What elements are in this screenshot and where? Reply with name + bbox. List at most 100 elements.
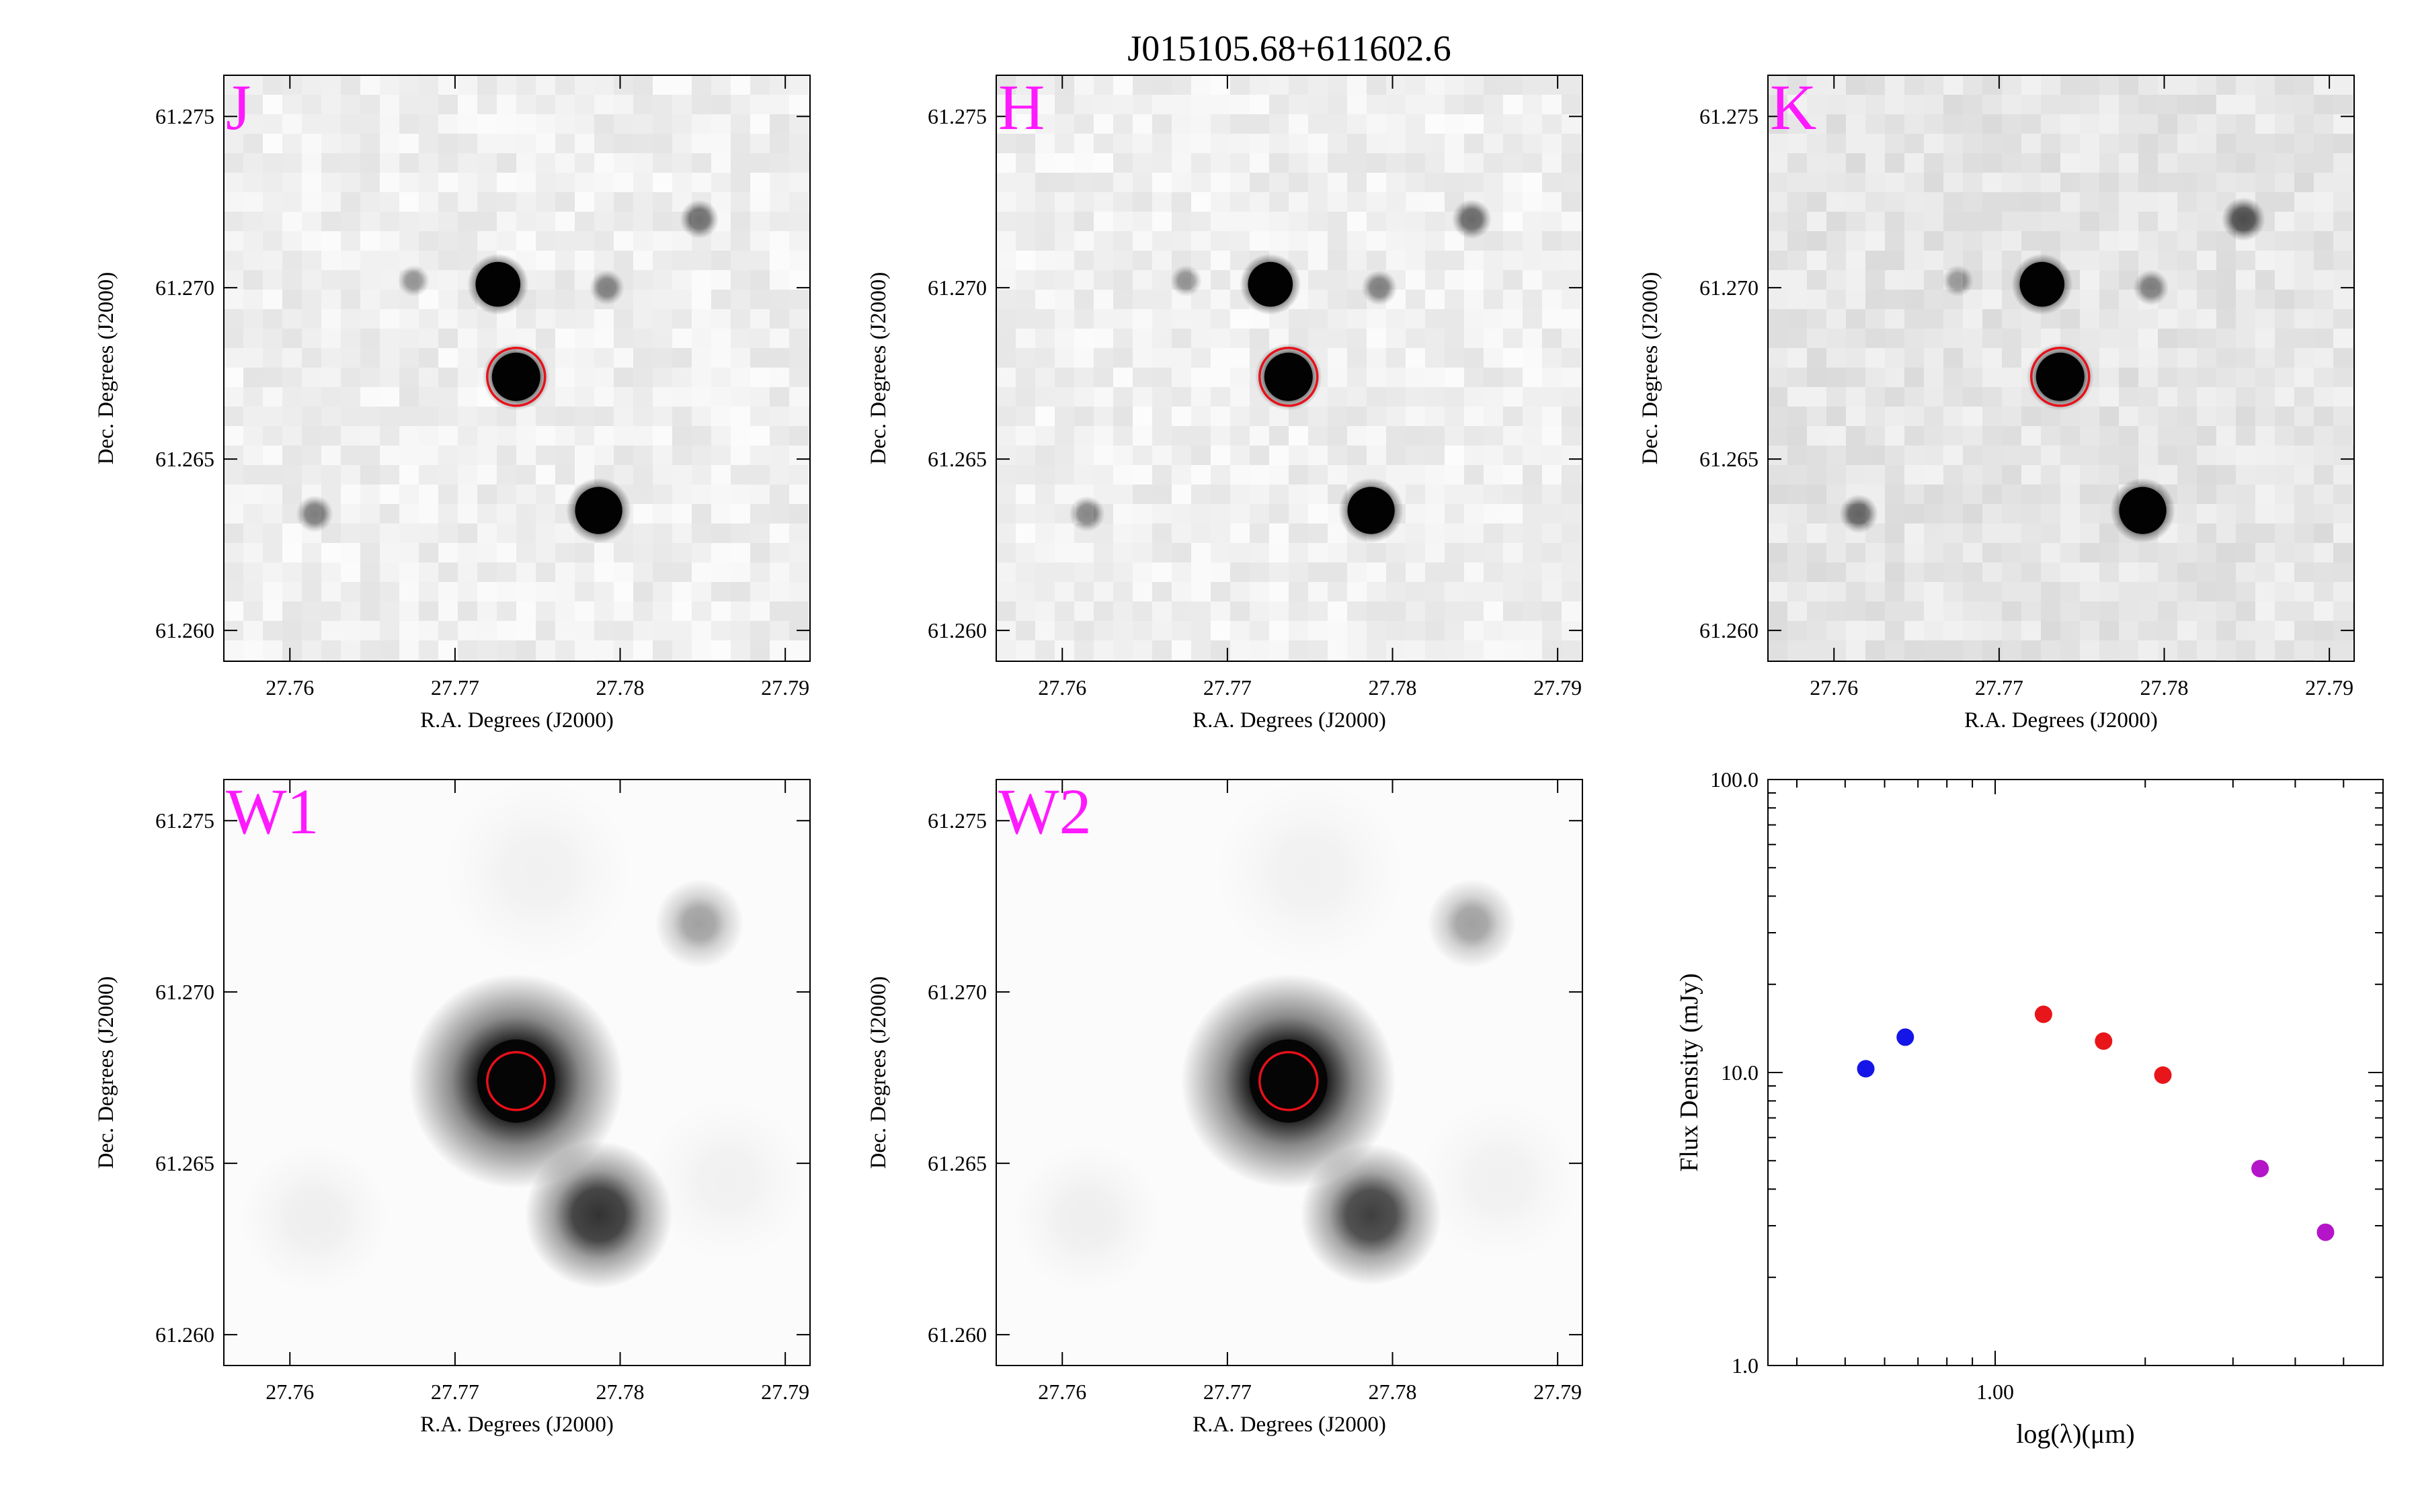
y-tick-label: 61.270	[928, 980, 987, 1004]
noise-pixel	[516, 465, 536, 485]
noise-pixel	[2353, 251, 2354, 270]
source-marker	[486, 346, 547, 407]
noise-pixel	[2333, 329, 2353, 348]
star	[655, 879, 744, 968]
noise-pixel	[2275, 368, 2294, 387]
noise-pixel	[477, 75, 497, 95]
noise-pixel	[1113, 660, 1133, 661]
noise-pixel	[1523, 309, 1542, 329]
noise-pixel	[1094, 95, 1113, 114]
noise-pixel	[1787, 290, 1807, 309]
noise-pixel	[2275, 329, 2294, 348]
noise-pixel	[1484, 251, 1503, 270]
noise-pixel	[1807, 75, 1826, 95]
noise-pixel	[516, 114, 536, 134]
noise-pixel	[2021, 407, 2041, 426]
noise-pixel	[1542, 173, 1562, 192]
noise-pixel	[1152, 134, 1172, 153]
noise-pixel	[2060, 621, 2080, 640]
noise-pixel	[536, 407, 555, 426]
noise-pixel	[711, 309, 731, 329]
noise-pixel	[1133, 114, 1152, 134]
noise-pixel	[2353, 504, 2354, 523]
noise-pixel	[1191, 465, 1211, 485]
noise-pixel	[2333, 309, 2353, 329]
noise-pixel	[1269, 446, 1289, 465]
noise-pixel	[2333, 95, 2353, 114]
noise-pixel	[497, 231, 516, 251]
noise-pixel	[2275, 192, 2294, 212]
noise-pixel	[536, 621, 555, 640]
noise-pixel	[380, 95, 399, 114]
noise-pixel	[1846, 290, 1865, 309]
y-tick-label: 61.270	[155, 980, 214, 1004]
noise-pixel	[1172, 465, 1191, 485]
noise-pixel	[438, 290, 458, 309]
noise-pixel	[2177, 426, 2197, 446]
noise-pixel	[672, 504, 692, 523]
noise-pixel	[1826, 251, 1846, 270]
noise-pixel	[2041, 543, 2060, 562]
noise-pixel	[2060, 231, 2080, 251]
noise-pixel	[1503, 251, 1523, 270]
y-axis-label: Dec. Degrees (J2000)	[866, 976, 891, 1169]
noise-pixel	[360, 348, 380, 368]
noise-pixel	[2275, 270, 2294, 290]
noise-pixel	[1807, 95, 1826, 114]
noise-pixel	[1113, 212, 1133, 231]
noise-pixel	[2236, 348, 2255, 368]
noise-pixel	[1523, 75, 1542, 95]
star	[2133, 269, 2169, 306]
noise-pixel	[341, 368, 360, 387]
noise-pixel	[341, 465, 360, 485]
noise-pixel	[711, 75, 731, 95]
noise-pixel	[1503, 407, 1523, 426]
noise-pixel	[419, 348, 438, 368]
noise-pixel	[1211, 173, 1230, 192]
noise-pixel	[1406, 465, 1425, 485]
noise-pixel	[1523, 348, 1542, 368]
noise-pixel	[2021, 485, 2041, 504]
noise-pixel	[731, 368, 750, 387]
noise-pixel	[1055, 426, 1074, 446]
noise-pixel	[341, 485, 360, 504]
noise-pixel	[341, 523, 360, 543]
noise-pixel	[2099, 192, 2119, 212]
noise-pixel	[380, 270, 399, 290]
noise-pixel	[399, 407, 419, 426]
noise-pixel	[438, 251, 458, 270]
star-core	[491, 352, 540, 401]
noise-pixel	[1211, 290, 1230, 309]
noise-pixel	[2236, 368, 2255, 387]
noise-pixel	[1982, 562, 2002, 582]
noise-pixel	[1826, 75, 1846, 95]
noise-pixel	[1055, 251, 1074, 270]
noise-pixel	[614, 329, 633, 348]
noise-pixel	[1464, 601, 1484, 621]
noise-pixel	[1846, 407, 1865, 426]
noise-pixel	[1074, 348, 1094, 368]
noise-pixel	[1367, 640, 1386, 660]
noise-pixel	[2021, 192, 2041, 212]
noise-pixel	[1152, 173, 1172, 192]
noise-pixel	[2080, 407, 2099, 426]
noise-pixel	[789, 387, 809, 407]
noise-pixel	[1445, 368, 1464, 387]
noise-pixel	[1113, 134, 1133, 153]
noise-pixel	[1133, 640, 1152, 660]
noise-pixel	[1035, 407, 1055, 426]
noise-pixel	[1113, 465, 1133, 485]
noise-pixel	[1943, 582, 1963, 601]
noise-pixel	[575, 446, 594, 465]
noise-pixel	[341, 114, 360, 134]
noise-pixel	[243, 251, 263, 270]
noise-pixel	[2002, 582, 2021, 601]
noise-pixel	[419, 114, 438, 134]
noise-pixel	[1885, 348, 1904, 368]
noise-pixel	[263, 192, 282, 212]
noise-pixel	[1865, 329, 1885, 348]
noise-pixel	[1367, 582, 1386, 601]
noise-pixel	[1230, 426, 1250, 446]
noise-pixel	[224, 153, 243, 173]
noise-pixel	[1807, 153, 1826, 173]
